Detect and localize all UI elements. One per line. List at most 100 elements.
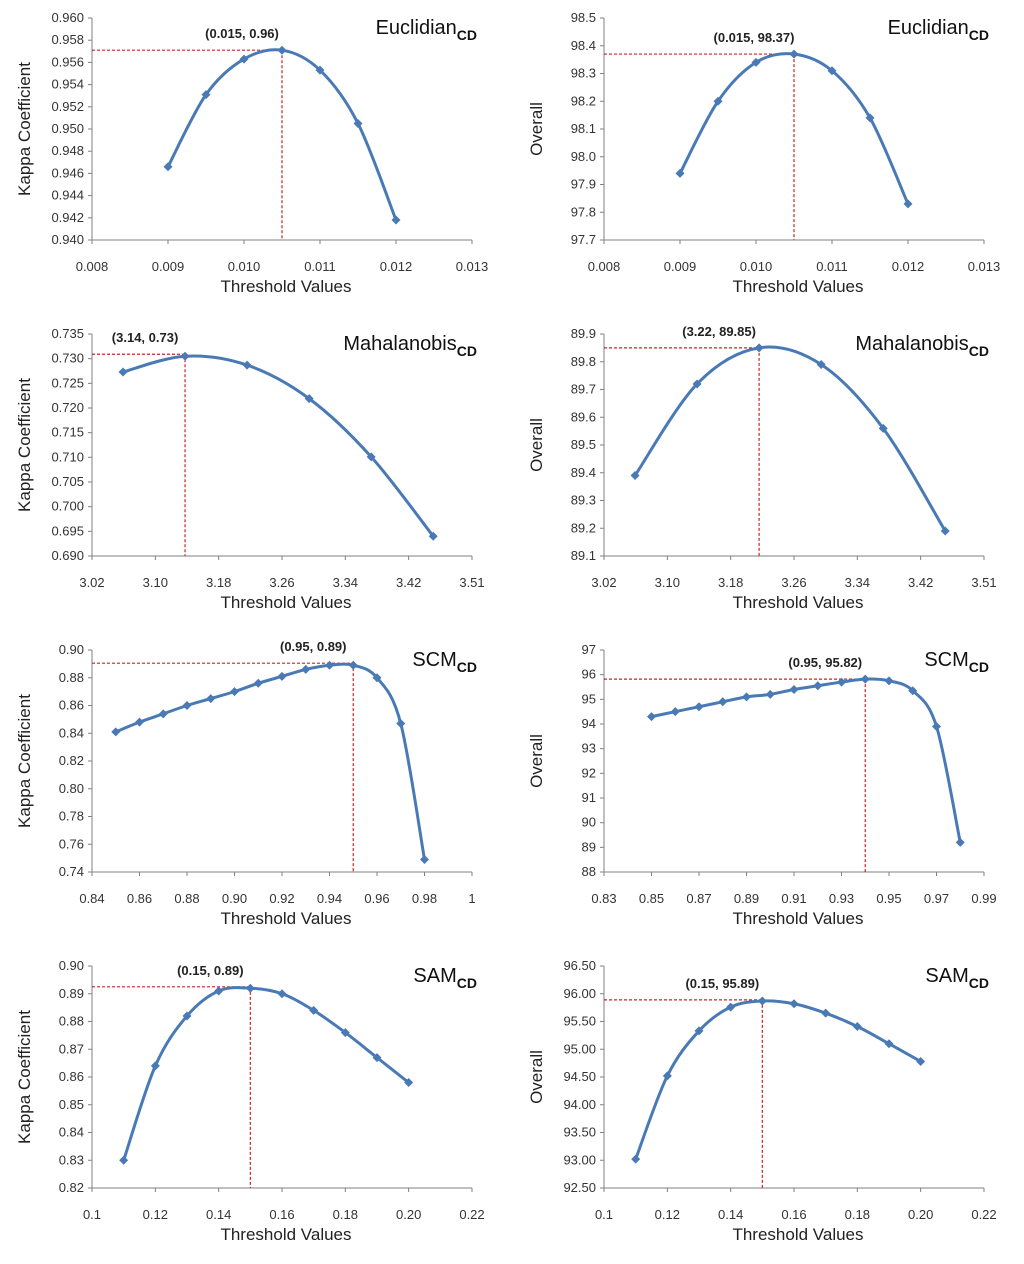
chart-1-x-tick-label: 0.013 [968,259,1001,274]
chart-2-y-tick-label: 0.730 [51,351,84,366]
chart-4-y-tick-label: 0.74 [59,864,84,879]
chart-6-annotation: (0.15, 0.89) [177,963,244,978]
chart-5-title-main: SCM [924,649,968,671]
chart-7-x-axis-label: Threshold Values [732,1225,863,1244]
chart-0-y-tick-label: 0.958 [51,32,84,47]
chart-7-data-point [757,996,767,1006]
chart-7-y-axis-label: Overall [527,1050,546,1104]
chart-4-y-tick-label: 0.84 [59,725,84,740]
chart-5-y-axis-label: Overall [527,734,546,788]
chart-7-y-tick-label: 92.50 [563,1180,596,1195]
chart-0-x-tick-label: 0.008 [76,259,109,274]
chart-6-x-tick-label: 0.1 [83,1207,101,1222]
chart-6-data-point [309,1005,319,1015]
chart-3-y-tick-label: 89.6 [571,409,596,424]
chart-0-title-subscript: CD [457,27,477,43]
chart-5-title-subscript: CD [969,659,989,675]
chart-6-y-tick-label: 0.89 [59,986,84,1001]
chart-4-data-point [206,694,216,704]
chart-mahalanobis-overall: 89.1 89.2 89.3 89.4 89.5 89.6 89.7 89.8 89.9 3.02… [512,316,1024,632]
chart-3-y-tick-label: 89.3 [571,493,596,508]
chart-6-x-tick-label: 0.20 [396,1207,421,1222]
chart-4-data-point [135,717,144,727]
chart-1-data-point [827,66,837,76]
chart-7-x-tick-label: 0.12 [655,1207,680,1222]
chart-0-y-axis-label: Kappa Coefficient [15,62,34,196]
chart-5-data-point [647,712,656,722]
chart-1-x-axis-label: Threshold Values [732,277,863,296]
chart-6-data-point [182,1011,192,1021]
chart-0-data-point [163,162,173,172]
chart-5-data-point [884,676,894,686]
chart-0-y-tick-label: 0.952 [51,99,84,114]
chart-7-annotation: (0.15, 95.89) [685,976,759,991]
chart-2-x-tick-label: 3.26 [269,575,294,590]
chart-2-series-line [122,354,435,538]
chart-6-y-tick-label: 0.88 [59,1014,84,1029]
chart-4-svg: 0.74 0.76 0.78 0.80 0.82 0.84 0.86 0.88 0.90 0.84… [15,639,477,928]
chart-1-y-tick-label: 97.7 [571,232,596,247]
chart-2-title-subscript: CD [457,343,477,359]
chart-4-title-subscript: CD [457,659,477,675]
chart-7-y-tick-label: 93.00 [563,1152,596,1167]
chart-3-title-main: Mahalanobis [855,333,968,355]
chart-2-data-point [118,367,128,377]
chart-3-data-point [630,471,640,481]
chart-3-y-tick-label: 89.8 [571,354,596,369]
chart-5-svg: 88 89 90 91 92 93 94 95 96 97 0.83 0.85 0.87 0.89 0.91… [527,642,997,928]
chart-4-data-point [182,701,192,710]
chart-0-data-point [201,90,211,100]
chart-4-x-tick-label: 0.92 [269,891,294,906]
chart-7-x-tick-label: 0.16 [781,1207,806,1222]
chart-0-x-tick-label: 0.011 [304,259,336,274]
chart-3-data-point [940,526,950,536]
chart-0-y-tick-label: 0.942 [51,210,84,225]
chart-3-y-tick-label: 89.1 [571,548,596,563]
chart-5-data-point [765,689,775,699]
chart-3-series-line [633,345,947,532]
chart-0-x-tick-label: 0.010 [228,259,261,274]
chart-7-data-point [884,1039,894,1049]
chart-6-y-tick-label: 0.82 [59,1180,84,1195]
chart-2-y-tick-label: 0.705 [51,474,84,489]
chart-5-data-point [955,837,965,847]
chart-0-x-tick-label: 0.009 [152,259,185,274]
chart-2-y-tick-label: 0.715 [51,425,84,440]
chart-7-data-point [916,1056,926,1066]
chart-1-data-point [865,113,875,123]
chart-6-svg: 0.82 0.83 0.84 0.85 0.86 0.87 0.88 0.89 0.90 0.1 0… [15,958,485,1244]
chart-5-y-tick-label: 91 [582,790,596,805]
chart-3-y-axis-label: Overall [527,418,546,472]
chart-7-data-point [631,1154,641,1164]
chart-4-y-tick-label: 0.88 [59,670,84,685]
chart-4-data-point [158,709,168,719]
chart-1-data-point [751,57,761,67]
chart-7-data-point [726,1002,736,1012]
chart-6-y-tick-label: 0.86 [59,1069,84,1084]
chart-0-y-tick-label: 0.960 [51,10,84,25]
chart-3-title: MahalanobisCD [855,333,989,359]
chart-mahalanobis-kappa: 0.690 0.695 0.700 0.705 0.710 0.715 0.720 0.725… [0,316,512,632]
chart-6-title-subscript: CD [457,975,477,991]
chart-7-data-point [789,999,799,1009]
chart-sam-kappa: 0.82 0.83 0.84 0.85 0.86 0.87 0.88 0.89 0.90 0.1 0… [0,948,512,1264]
chart-1-y-tick-label: 98.5 [571,10,596,25]
chart-6-x-tick-label: 0.12 [143,1207,168,1222]
chart-6-x-axis-label: Threshold Values [220,1225,351,1244]
chart-2-x-tick-label: 3.34 [333,575,358,590]
chart-6-y-tick-label: 0.87 [59,1041,84,1056]
chart-5-y-tick-label: 92 [582,765,596,780]
chart-6-x-tick-label: 0.14 [206,1207,231,1222]
chart-6-data-point [214,986,224,996]
chart-5-y-tick-label: 90 [582,815,596,830]
chart-5-data-point [932,721,941,731]
chart-2-title: MahalanobisCD [343,333,477,359]
chart-3-y-tick-label: 89.7 [571,382,596,397]
chart-0-x-tick-label: 0.013 [456,259,489,274]
chart-7-title: SAMCD [925,965,989,991]
chart-2-y-tick-label: 0.725 [51,375,84,390]
chart-7-data-point [852,1021,862,1031]
chart-0-x-tick-label: 0.012 [380,259,413,274]
chart-5-x-tick-label: 0.85 [639,891,664,906]
